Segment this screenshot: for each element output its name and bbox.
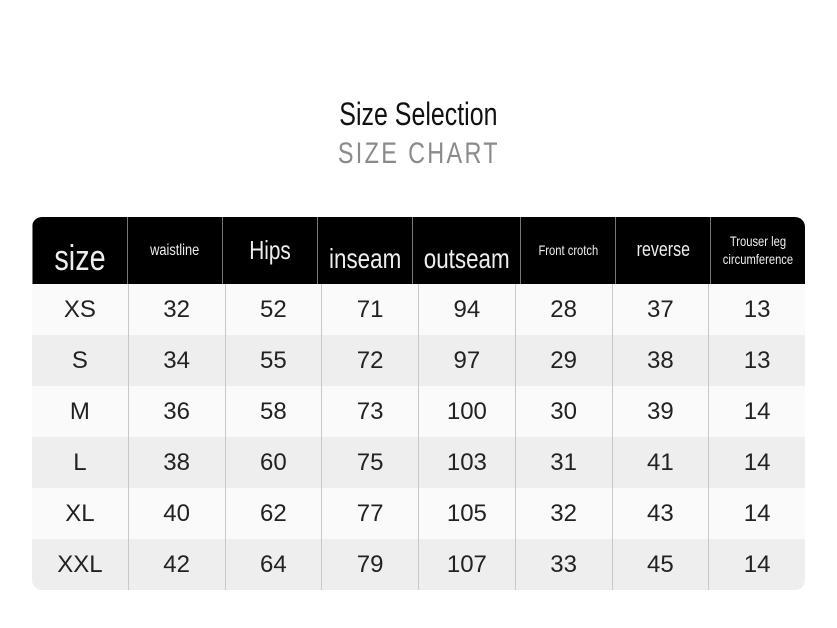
table-cell: 14 (708, 488, 805, 539)
table-cell: 42 (127, 539, 225, 590)
table-cell: XL (65, 499, 95, 527)
table-cell: 37 (611, 284, 709, 335)
table-cell: 38 (127, 437, 225, 488)
table-cell: 33 (514, 539, 612, 590)
page-subtitle: SIZE CHART (337, 137, 500, 170)
table-cell: 14 (708, 437, 805, 488)
column-header-label: Front crotch (538, 241, 598, 258)
table-cell: 28 (514, 284, 612, 335)
table-cell: 43 (611, 488, 709, 539)
table-cell: 97 (418, 335, 515, 386)
table-cell: 41 (611, 437, 709, 488)
table-cell: 39 (611, 386, 709, 437)
column-header: reverse (615, 217, 710, 284)
table-cell: 40 (127, 488, 225, 539)
column-header: Trouser leg circumference (710, 217, 805, 284)
table-cell: 55 (224, 335, 322, 386)
size-chart-table: size waistline Hips inseam outseam Front crot… (32, 217, 805, 590)
table-row: M 36 58 73 100 30 39 14 (32, 386, 805, 437)
column-header-label: Trouser leg circumference (722, 233, 794, 267)
table-cell: 79 (321, 539, 418, 590)
table-cell: 64 (224, 539, 322, 590)
column-header-label: size (54, 237, 106, 278)
table-cell: 13 (708, 335, 805, 386)
table-cell: 73 (321, 386, 418, 437)
column-header-label: Hips (249, 235, 291, 266)
column-header-label: reverse (636, 239, 690, 261)
table-cell: 103 (418, 437, 515, 488)
table-header-row: size waistline Hips inseam outseam Front crot… (32, 217, 805, 284)
table-cell: 31 (514, 437, 612, 488)
table-cell: S (71, 346, 88, 374)
column-header-label: waistline (150, 241, 200, 259)
table-cell: XXL (57, 550, 103, 578)
column-header: inseam (316, 217, 412, 284)
table-cell: 32 (127, 284, 225, 335)
page-title: Size Selection (339, 96, 498, 132)
table-row: L 38 60 75 103 31 41 14 (32, 437, 805, 488)
table-cell: 14 (708, 539, 805, 590)
table-cell: 75 (321, 437, 418, 488)
table-cell: 72 (321, 335, 418, 386)
table-cell: 38 (611, 335, 709, 386)
table-cell: 30 (514, 386, 612, 437)
table-cell: 105 (418, 488, 515, 539)
column-header: waistline (126, 217, 222, 284)
column-header: size (32, 217, 127, 284)
table-cell: 13 (708, 284, 805, 335)
table-row: S 34 55 72 97 29 38 13 (32, 335, 805, 386)
table-row: XXL 42 64 79 107 33 45 14 (32, 539, 805, 590)
table-cell: 34 (127, 335, 225, 386)
table-cell: 71 (321, 284, 418, 335)
table-cell: XS (63, 295, 96, 323)
table-row: XL 40 62 77 105 32 43 14 (32, 488, 805, 539)
table-cell: 60 (224, 437, 322, 488)
table-cell: 58 (224, 386, 322, 437)
table-row: XS 32 52 71 94 28 37 13 (32, 284, 805, 335)
table-cell: M (69, 397, 90, 425)
table-cell: 100 (418, 386, 515, 437)
table-cell: 52 (224, 284, 322, 335)
column-header-label: outseam (423, 243, 510, 274)
column-header-label: inseam (328, 243, 401, 274)
table-cell: 77 (321, 488, 418, 539)
table-cell: 32 (514, 488, 612, 539)
table-cell: 62 (224, 488, 322, 539)
column-header: Front crotch (520, 217, 615, 284)
table-cell: 36 (127, 386, 225, 437)
column-header: outseam (411, 217, 520, 284)
table-cell: 45 (611, 539, 709, 590)
table-cell: L (73, 448, 87, 476)
table-cell: 107 (418, 539, 515, 590)
table-cell: 29 (514, 335, 612, 386)
column-header: Hips (221, 217, 317, 284)
table-cell: 14 (708, 386, 805, 437)
table-cell: 94 (418, 284, 515, 335)
